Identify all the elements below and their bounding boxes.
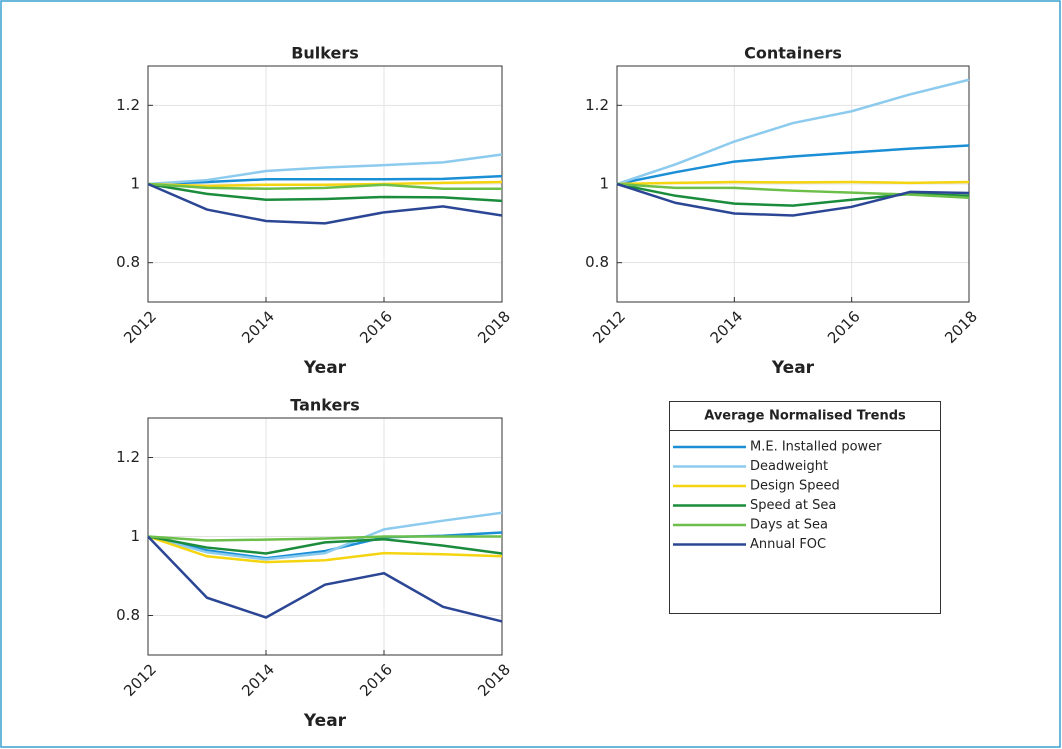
series-line [147, 182, 503, 203]
y-tick-label: 1 [599, 175, 609, 193]
series-line [616, 182, 970, 217]
y-tick-label: 1 [130, 175, 140, 193]
y-tick-label: 1 [130, 527, 140, 545]
y-tick-label: 1.2 [585, 96, 609, 114]
series-line [616, 182, 970, 200]
legend-label: Speed at Sea [750, 498, 836, 513]
x-axis-label: Year [771, 358, 815, 378]
y-tick-label: 0.8 [116, 253, 140, 271]
y-tick-label: 1.2 [116, 96, 140, 114]
x-axis-label: Year [303, 358, 347, 378]
legend-label: Annual FOC [750, 537, 826, 552]
series-line [147, 182, 503, 225]
series-line [147, 511, 503, 561]
legend-label: Design Speed [750, 479, 840, 494]
series-line [616, 144, 970, 186]
series-line [147, 535, 502, 542]
chart-title: Tankers [290, 396, 360, 415]
y-tick-label: 1.2 [116, 448, 140, 466]
chart-title: Containers [744, 44, 842, 63]
series-line [147, 180, 503, 188]
series-line [147, 182, 502, 190]
series-line [147, 153, 503, 186]
series-line [616, 78, 970, 186]
series-line [147, 535, 503, 623]
legend-title: Average Normalised Trends [704, 409, 906, 424]
legend-label: Deadweight [750, 459, 828, 474]
y-tick-label: 0.8 [585, 253, 609, 271]
series-line [147, 174, 503, 186]
legend-label: Days at Sea [750, 518, 828, 533]
series-line [147, 535, 503, 555]
legend-label: M.E. Installed power [750, 440, 882, 455]
legend-box [669, 401, 941, 614]
chart-title: Bulkers [291, 44, 359, 63]
x-axis-label: Year [303, 711, 347, 731]
series-line [616, 180, 970, 186]
series-line [147, 535, 503, 564]
y-tick-label: 0.8 [116, 606, 140, 624]
